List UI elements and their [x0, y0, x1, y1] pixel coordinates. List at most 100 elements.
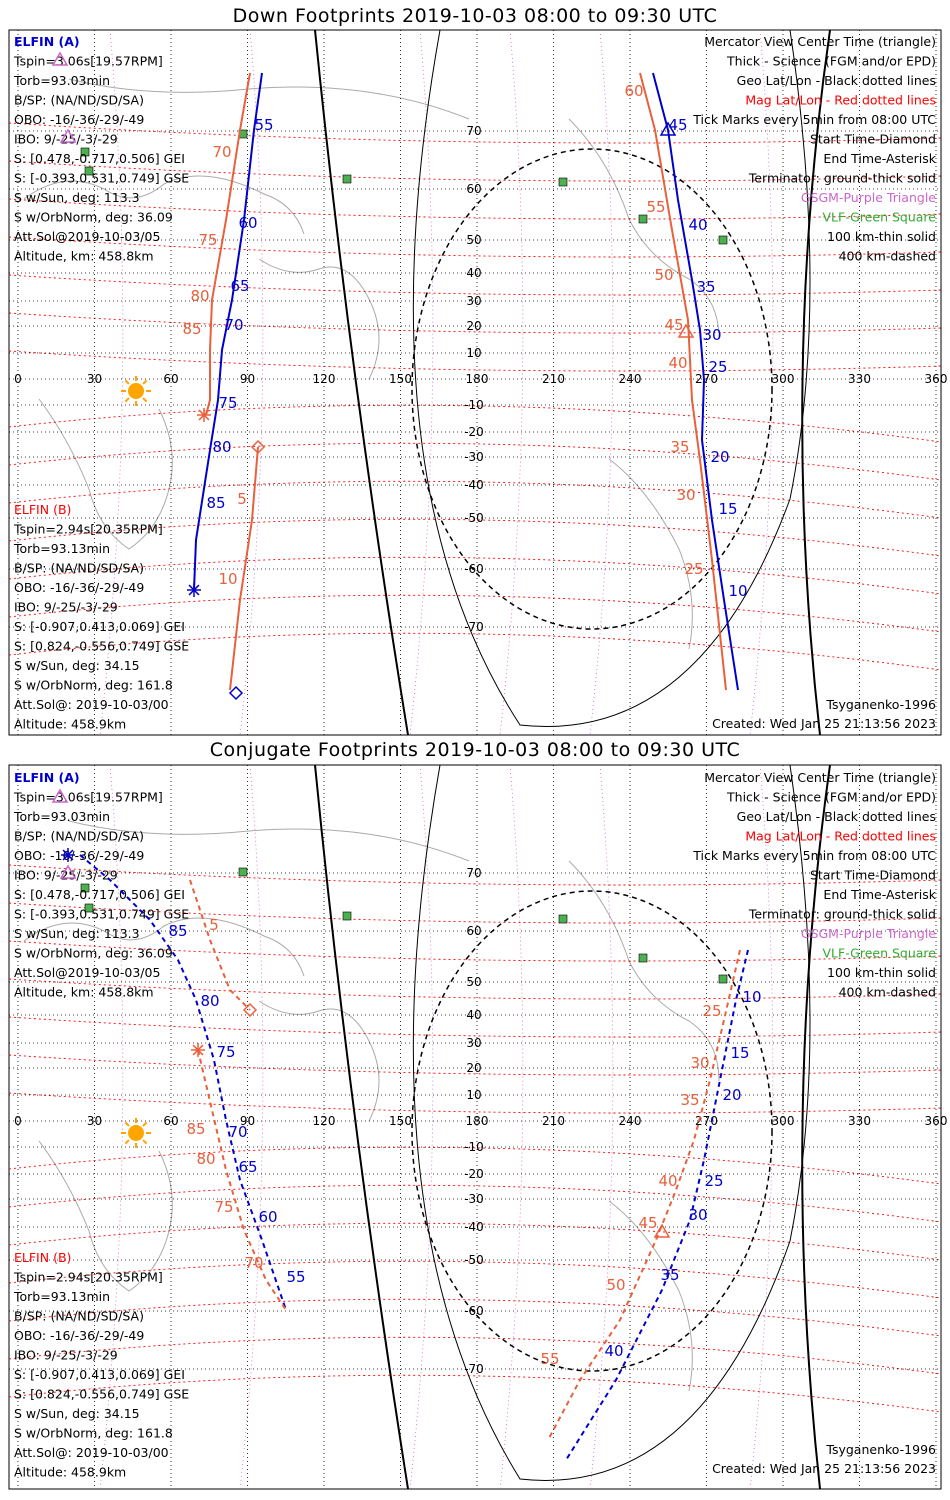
lon-tick-label: 330 — [848, 1114, 871, 1128]
lon-tick-label: 210 — [542, 1114, 565, 1128]
vlf-station-icon — [80, 147, 90, 157]
track-tick-label: 35 — [670, 438, 689, 456]
coastline — [23, 917, 305, 977]
panel-title-down: Down Footprints 2019-10-03 08:00 to 09:3… — [232, 5, 718, 27]
end-asterisk-icon — [62, 849, 74, 861]
lat-tick-label: -40 — [464, 478, 484, 492]
sun-ray — [142, 379, 148, 385]
map-panel-0 — [8, 29, 942, 736]
mag-lon-line — [99, 764, 124, 1490]
track-tick-label: 5 — [209, 916, 219, 934]
elfin-b-info-line: Att.Sol@: 2019-10-03/00 — [14, 1445, 169, 1460]
terminator-left — [314, 29, 409, 736]
track-tick-label: 60 — [238, 214, 257, 232]
track-tick-label: 65 — [230, 277, 249, 295]
gsgm-triangle-icon — [59, 864, 77, 879]
track-tick-label: 75 — [216, 1043, 235, 1061]
center-triangle-icon — [677, 323, 695, 338]
elfin-b-conjugate-track — [189, 879, 251, 1011]
mag-lat-line — [8, 350, 942, 372]
track-tick-label: 40 — [658, 1172, 677, 1190]
track-tick-label: 30 — [676, 486, 695, 504]
elfin-b-info-line: Tspin=2.94s[20.35RPM] — [13, 522, 163, 537]
legend-line: End Time-Asterisk — [823, 887, 936, 902]
elfin-a-info-line: B/SP: (NA/ND/SD/SA) — [14, 93, 144, 108]
track-tick-label: 40 — [604, 1342, 623, 1360]
gsgm-triangle-icon — [51, 51, 69, 66]
elfin-b-info-line: S w/Sun, deg: 34.15 — [14, 658, 140, 673]
mag-lat-line — [8, 1092, 942, 1114]
vlf-station-icon — [84, 903, 94, 913]
elfin-b-info-line: S w/OrbNorm, deg: 161.8 — [14, 678, 173, 693]
coastline — [68, 820, 470, 862]
mag-lon-line — [499, 764, 524, 1490]
end-asterisk-icon — [192, 1044, 204, 1056]
gsgm-triangle-icon — [59, 128, 77, 143]
elfin-a-info-line: S: [0.478,-0.717,0.506] GEI — [14, 151, 185, 166]
track-tick-label: 75 — [214, 1198, 233, 1216]
vlf-station-icon — [718, 974, 728, 984]
legend-line: End Time-Asterisk — [823, 151, 936, 166]
legend-line: VLF-Green Square — [822, 946, 936, 961]
lat-tick-label: -20 — [464, 1167, 484, 1181]
track-tick-label: 70 — [224, 316, 243, 334]
center-triangle-icon — [653, 1223, 671, 1238]
mag-lat-line — [8, 632, 942, 671]
lat-tick-label: 30 — [466, 294, 481, 308]
lon-tick-label: 0 — [14, 372, 22, 386]
legend-line: Start Time-Diamond — [810, 868, 936, 883]
lon-tick-label: 330 — [848, 372, 871, 386]
center-triangle-icon — [659, 121, 677, 136]
created-label: Created: Wed Jan 25 21:13:56 2023 — [712, 1461, 936, 1476]
lon-tick-label: 90 — [240, 1114, 255, 1128]
track-tick-label: 80 — [190, 287, 209, 305]
mag-lon-line — [589, 29, 614, 736]
lon-tick-label: 300 — [772, 1114, 795, 1128]
elfin-a-info-line: Altitude, km: 458.8km — [14, 249, 154, 264]
elfin-b-conjugate-track — [197, 1049, 287, 1311]
legend-line: Terminator: ground-thick solid — [748, 907, 936, 922]
track-tick-label: 80 — [212, 438, 231, 456]
track-tick-label: 25 — [704, 1172, 723, 1190]
range-400km — [411, 890, 773, 1372]
vlf-station-icon — [638, 214, 648, 224]
mag-lat-line — [8, 442, 942, 481]
mag-lat-line — [8, 518, 942, 557]
track-tick-label: 75 — [218, 394, 237, 412]
elfin-a-info-line: S w/Sun, deg: 113.3 — [14, 926, 140, 941]
map-frame — [8, 764, 942, 1490]
coastline — [38, 398, 173, 550]
terminator-right — [801, 29, 831, 736]
mag-lon-line — [589, 764, 614, 1490]
elfin-b-footprint-track — [205, 72, 251, 416]
track-tick-label: 50 — [606, 1276, 625, 1294]
sun-ray — [124, 1121, 130, 1127]
lon-tick-label: 30 — [87, 372, 102, 386]
start-diamond-icon — [228, 685, 244, 701]
elfin-b-info-line: S: [-0.907,0.413,0.069] GEI — [14, 619, 185, 634]
track-tick-label: 50 — [654, 266, 673, 284]
lon-tick-label: 90 — [240, 372, 255, 386]
lat-tick-label: 30 — [466, 1036, 481, 1050]
range-400km — [411, 148, 773, 630]
vlf-station-icon — [342, 174, 352, 184]
mag-lat-line — [8, 594, 942, 633]
track-tick-label: 15 — [730, 1044, 749, 1062]
track-tick-label: 35 — [696, 278, 715, 296]
track-tick-label: 25 — [708, 358, 727, 376]
elfin-b-info-line: S: [-0.907,0.413,0.069] GEI — [14, 1367, 185, 1382]
lon-tick-label: 120 — [313, 1114, 336, 1128]
elfin-b-footprint-track — [229, 446, 259, 691]
lat-tick-label: -50 — [464, 511, 484, 525]
created-label: Created: Wed Jan 25 21:13:56 2023 — [712, 716, 936, 731]
elfin-b-info-line: IBO: 9/-25/-3/-29 — [14, 600, 118, 615]
track-tick-label: 30 — [702, 326, 721, 344]
track-tick-label: 45 — [664, 316, 683, 334]
lon-tick-label: 120 — [313, 372, 336, 386]
elfin-b-info-line: S w/OrbNorm, deg: 161.8 — [14, 1426, 173, 1441]
model-label: Tsyganenko-1996 — [825, 697, 936, 712]
track-tick-label: 35 — [660, 1266, 679, 1284]
track-tick-label: 85 — [206, 494, 225, 512]
end-asterisk-icon — [198, 409, 210, 421]
sun-ray — [142, 1121, 148, 1127]
